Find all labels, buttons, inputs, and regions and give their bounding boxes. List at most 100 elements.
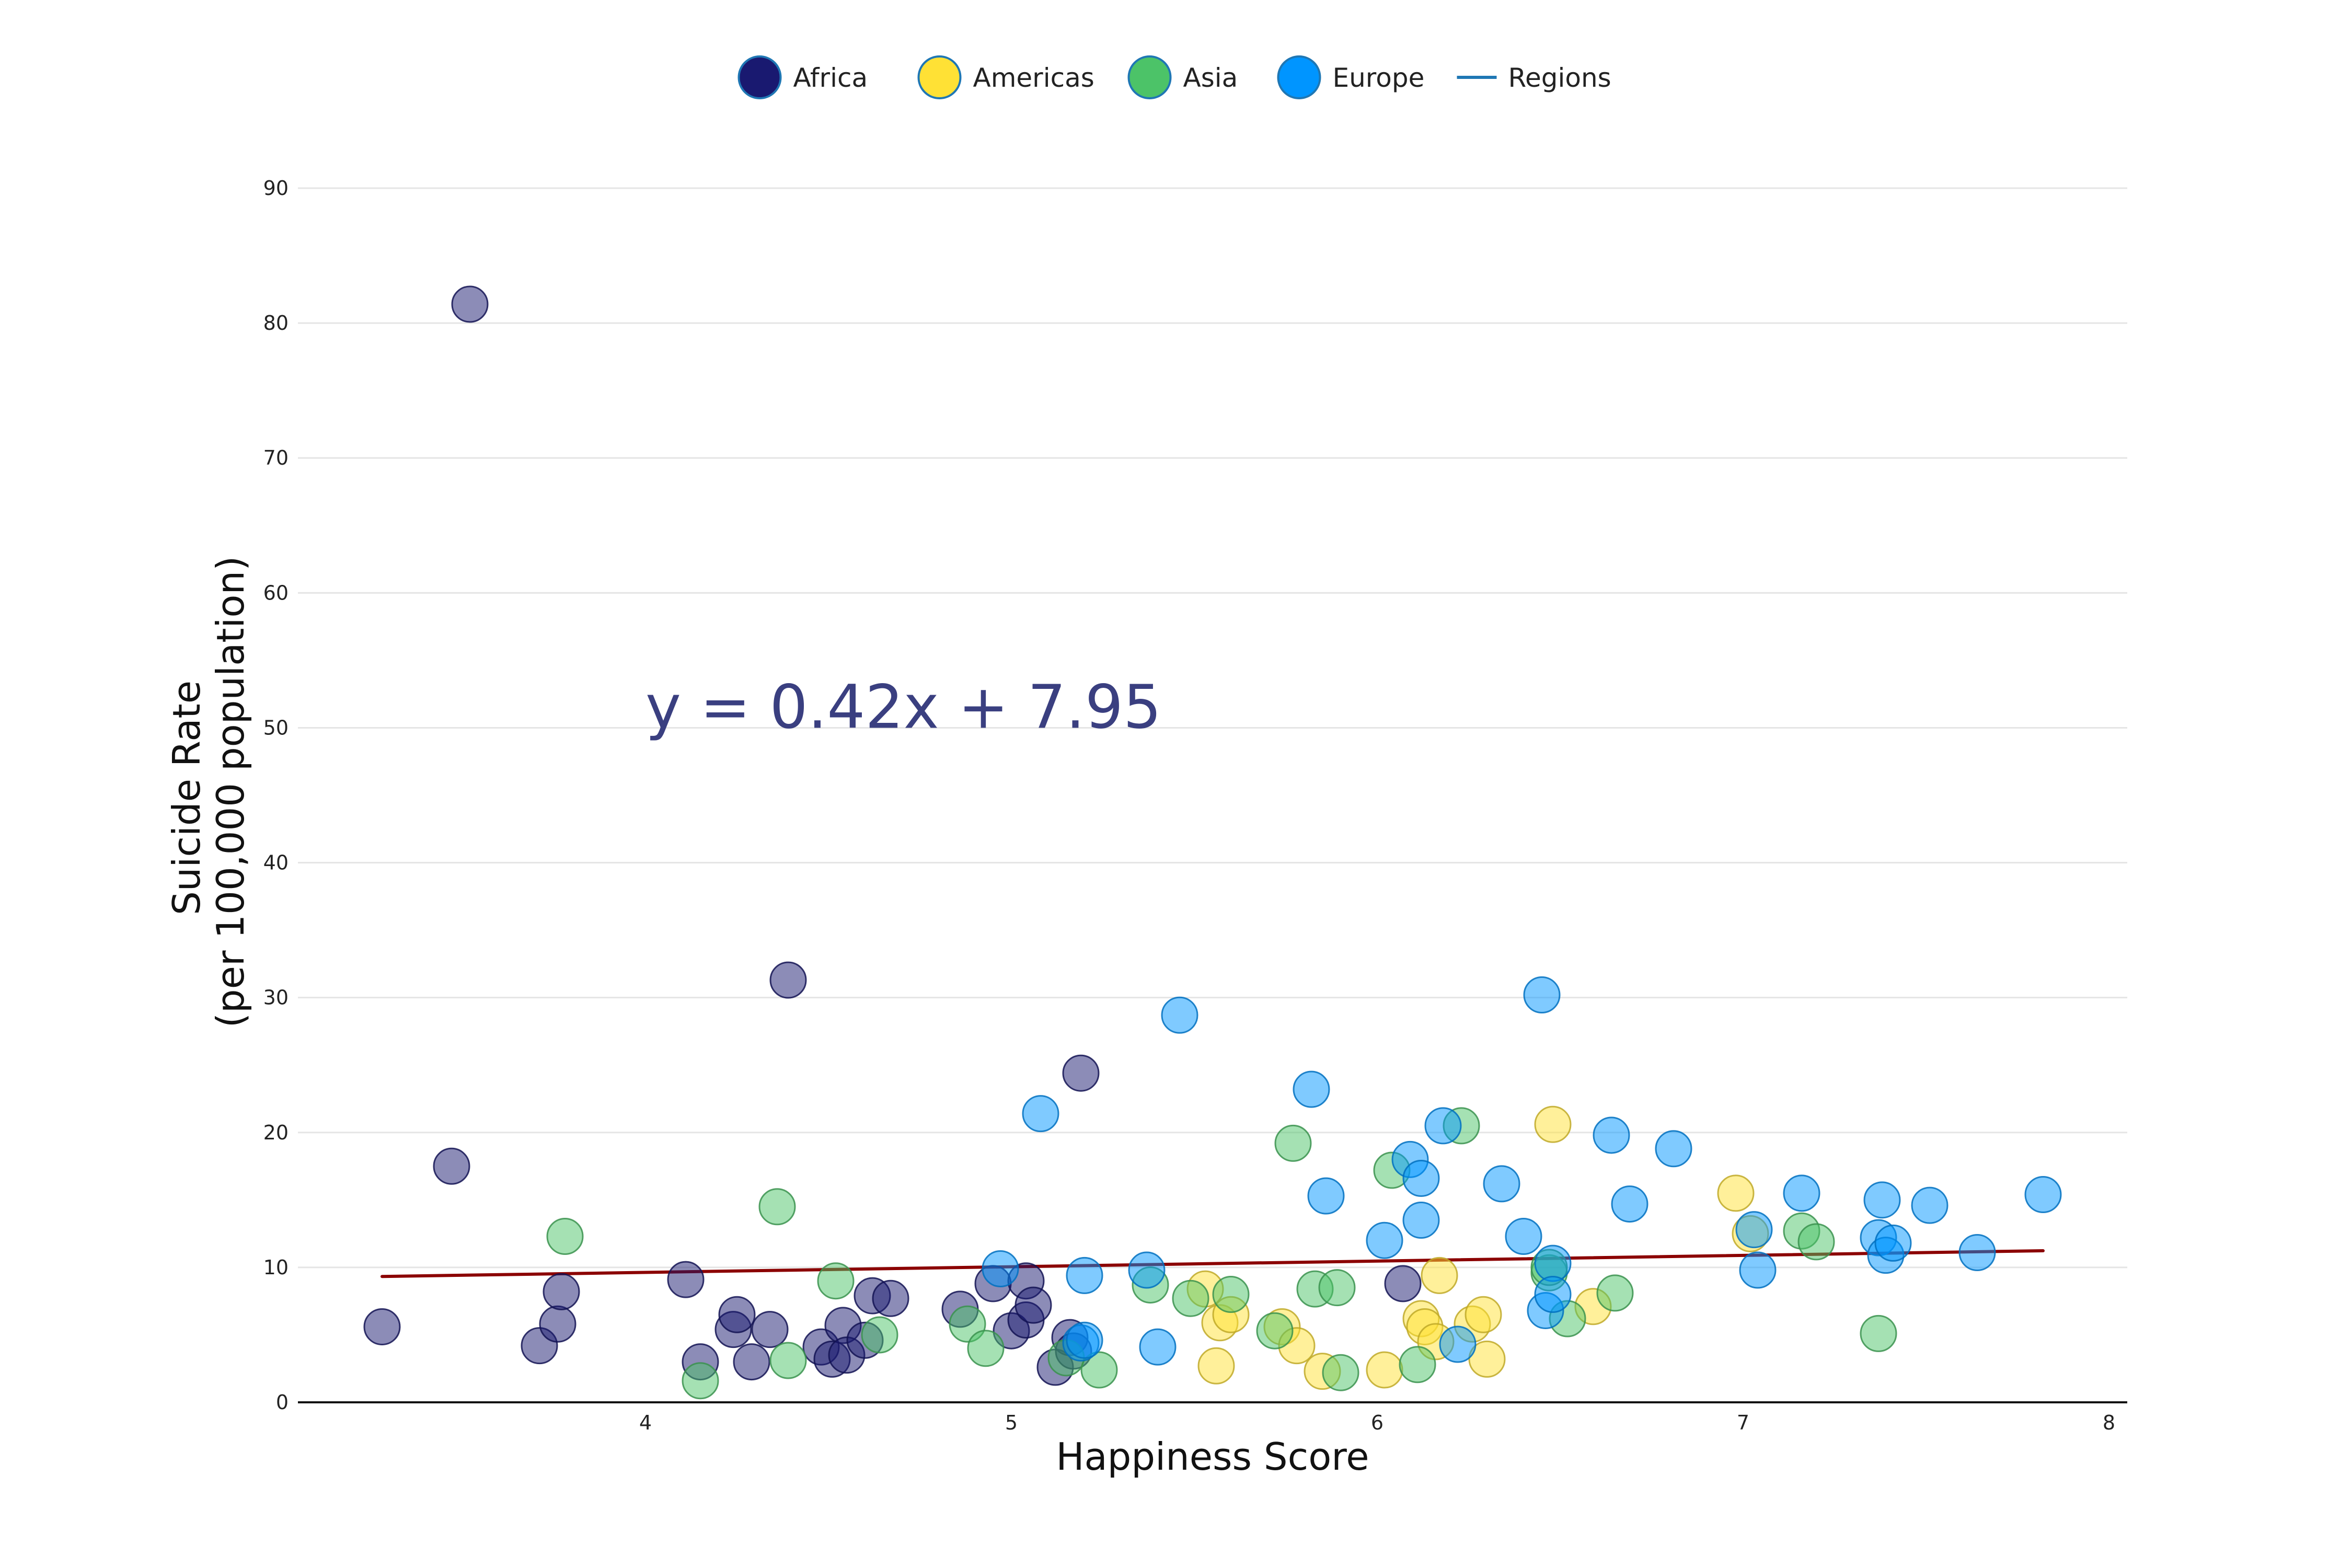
data-point bbox=[1161, 996, 1198, 1034]
y-tick-label: 20 bbox=[263, 1121, 289, 1144]
data-point bbox=[1523, 976, 1561, 1014]
data-point bbox=[1014, 1286, 1052, 1324]
data-point bbox=[1534, 1276, 1572, 1313]
data-point bbox=[1534, 1105, 1572, 1143]
data-point bbox=[769, 1342, 807, 1379]
data-point bbox=[1783, 1174, 1820, 1212]
data-point bbox=[1172, 1279, 1209, 1317]
data-point bbox=[817, 1262, 855, 1300]
data-point bbox=[1797, 1223, 1835, 1261]
regression-equation: y = 0.42x + 7.95 bbox=[645, 672, 1161, 742]
x-tick-label: 6 bbox=[1371, 1411, 1383, 1434]
data-point bbox=[967, 1330, 1005, 1367]
data-point bbox=[1596, 1274, 1634, 1312]
legend-label: Asia bbox=[1183, 63, 1238, 93]
data-point bbox=[1611, 1185, 1648, 1223]
legend-item-regions[interactable]: Regions bbox=[1457, 63, 1611, 93]
y-axis-title-line-1: Suicide Rate bbox=[165, 681, 209, 915]
data-point bbox=[546, 1218, 584, 1255]
legend-marker bbox=[917, 55, 962, 99]
data-point bbox=[758, 1188, 796, 1226]
y-axis-title-line-2: (per 100,000 population) bbox=[209, 556, 252, 1028]
data-point bbox=[1911, 1186, 1949, 1224]
legend-label: Europe bbox=[1333, 63, 1425, 93]
data-point bbox=[1212, 1276, 1250, 1313]
data-point bbox=[1874, 1224, 1912, 1262]
x-tick-label: 5 bbox=[1005, 1411, 1018, 1434]
data-point bbox=[1735, 1211, 1773, 1249]
legend-label: Africa bbox=[793, 63, 868, 93]
data-point bbox=[363, 1308, 401, 1345]
data-point bbox=[1066, 1321, 1103, 1359]
series-europe bbox=[982, 976, 2062, 1366]
data-point bbox=[1483, 1165, 1520, 1203]
data-point bbox=[718, 1296, 756, 1333]
data-point bbox=[1384, 1265, 1422, 1302]
legend-marker bbox=[1127, 55, 1172, 99]
data-point bbox=[1066, 1256, 1103, 1294]
data-point bbox=[543, 1273, 580, 1310]
data-point bbox=[1863, 1181, 1901, 1219]
data-point bbox=[2024, 1176, 2062, 1214]
y-tick-label: 30 bbox=[263, 986, 289, 1009]
data-point bbox=[1465, 1296, 1502, 1333]
legend-item-africa[interactable]: Africa bbox=[737, 55, 868, 99]
y-tick-label: 50 bbox=[263, 716, 289, 739]
y-tick-label: 40 bbox=[263, 851, 289, 874]
data-point bbox=[872, 1279, 909, 1317]
data-point bbox=[1739, 1251, 1777, 1289]
data-point bbox=[451, 285, 489, 323]
legend-item-americas[interactable]: Americas bbox=[917, 55, 1094, 99]
data-point bbox=[1402, 1160, 1440, 1197]
data-point bbox=[1402, 1202, 1440, 1239]
x-tick-label: 7 bbox=[1737, 1411, 1749, 1434]
legend-item-asia[interactable]: Asia bbox=[1127, 55, 1238, 99]
legend-marker bbox=[737, 55, 782, 99]
legend-item-europe[interactable]: Europe bbox=[1277, 55, 1425, 99]
data-point bbox=[433, 1147, 470, 1185]
x-axis-title: Happiness Score bbox=[1056, 1435, 1369, 1479]
series-asia bbox=[546, 1107, 1897, 1400]
gridlines bbox=[298, 187, 2127, 1269]
data-point bbox=[682, 1362, 719, 1400]
y-tick-label: 10 bbox=[263, 1256, 289, 1279]
y-tick-label: 90 bbox=[263, 177, 289, 200]
data-point bbox=[1318, 1269, 1356, 1307]
data-point bbox=[1062, 1054, 1100, 1092]
axes: 0 10 20 30 40 50 60 70 80 90 4 5 6 7 8 bbox=[263, 177, 2127, 1434]
data-point bbox=[1366, 1351, 1403, 1389]
data-point bbox=[733, 1343, 770, 1381]
data-point bbox=[1534, 1244, 1572, 1282]
data-point bbox=[1256, 1312, 1294, 1350]
data-point bbox=[1655, 1130, 1692, 1168]
data-point bbox=[667, 1261, 705, 1298]
data-point bbox=[1958, 1233, 1996, 1271]
data-point bbox=[1366, 1221, 1403, 1259]
data-point bbox=[1322, 1354, 1359, 1391]
legend-label: Regions bbox=[1508, 63, 1611, 93]
data-point bbox=[1399, 1346, 1436, 1383]
data-point bbox=[1080, 1351, 1118, 1389]
data-point bbox=[982, 1250, 1019, 1287]
x-tick-label: 4 bbox=[639, 1411, 652, 1434]
data-point bbox=[1860, 1315, 1897, 1352]
legend-label: Americas bbox=[973, 63, 1094, 93]
legend-marker bbox=[1277, 55, 1321, 99]
data-point bbox=[1293, 1070, 1330, 1108]
data-point bbox=[1421, 1256, 1458, 1294]
series-africa bbox=[363, 285, 1422, 1386]
data-point bbox=[1307, 1177, 1345, 1215]
y-axis-title: Suicide Rate (per 100,000 population) bbox=[165, 556, 252, 1028]
data-point bbox=[539, 1305, 577, 1343]
data-point bbox=[1128, 1251, 1166, 1289]
data-point bbox=[1424, 1107, 1462, 1145]
data-point bbox=[1505, 1218, 1542, 1255]
y-tick-label: 80 bbox=[263, 312, 289, 335]
y-tick-label: 70 bbox=[263, 446, 289, 469]
legend: Africa Americas Asia Europe Regions bbox=[737, 55, 1611, 99]
y-tick-label: 0 bbox=[276, 1391, 289, 1414]
data-point bbox=[769, 961, 807, 999]
data-point bbox=[1197, 1347, 1235, 1385]
data-point bbox=[1439, 1325, 1477, 1363]
